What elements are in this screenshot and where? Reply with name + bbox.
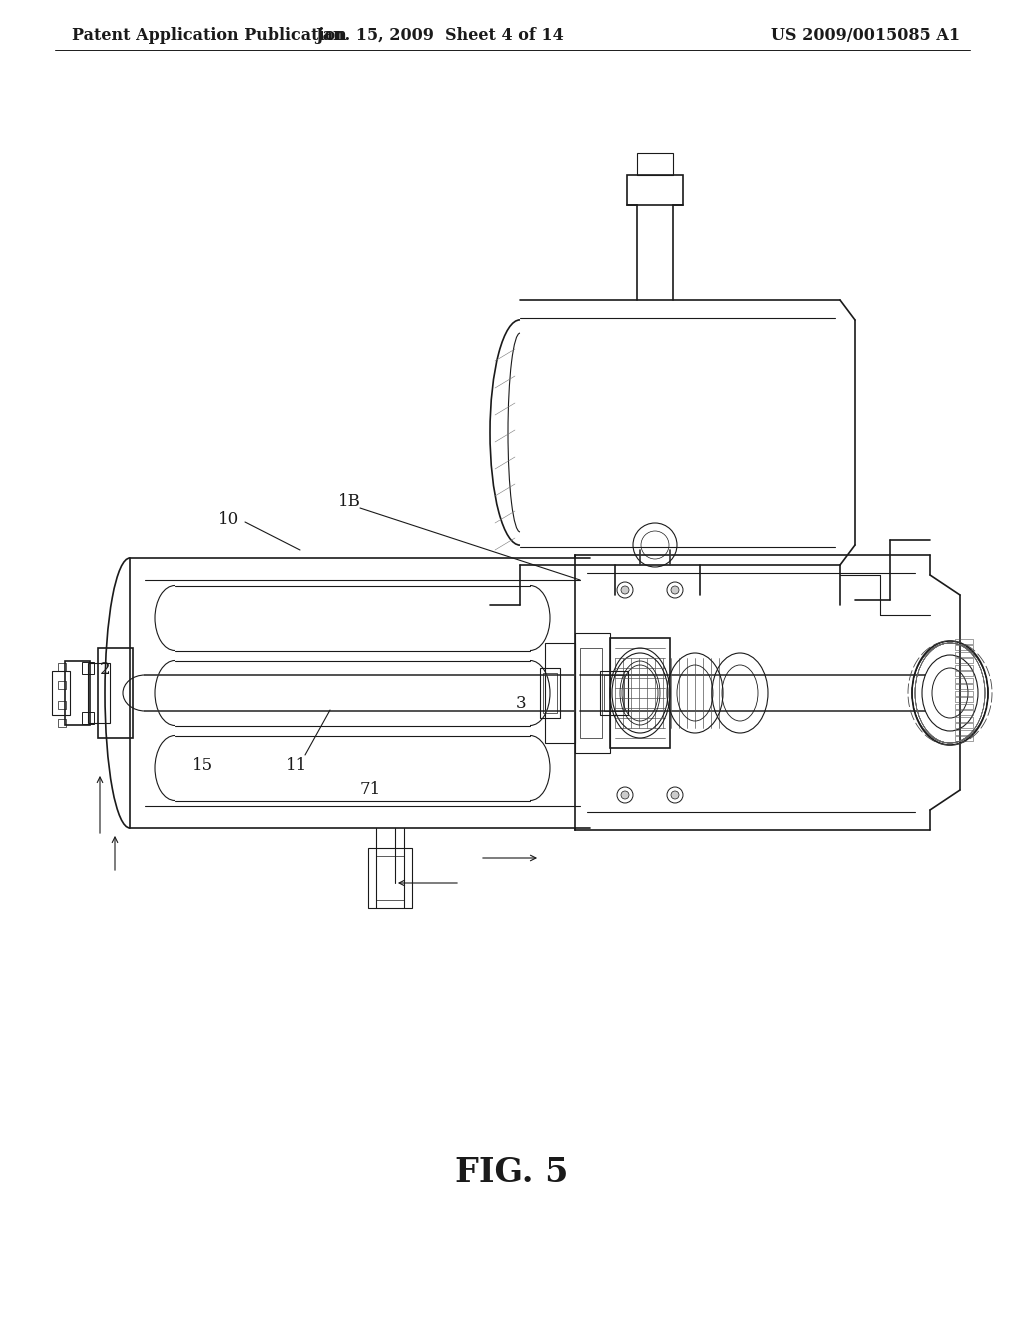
Bar	[82, 663, 94, 675]
Bar	[600, 671, 628, 715]
Text: Jan. 15, 2009  Sheet 4 of 14: Jan. 15, 2009 Sheet 4 of 14	[315, 26, 564, 44]
Bar	[955, 671, 973, 676]
Bar	[955, 645, 973, 649]
Bar	[955, 697, 973, 702]
Bar	[955, 677, 973, 682]
Bar	[545, 643, 575, 743]
Bar	[955, 710, 973, 715]
Bar	[58, 663, 66, 671]
Bar	[543, 673, 557, 713]
Bar	[88, 663, 110, 723]
Bar	[955, 717, 973, 722]
Ellipse shape	[621, 586, 629, 594]
Bar	[376, 855, 404, 900]
Text: Patent Application Publication: Patent Application Publication	[72, 26, 347, 44]
Bar	[955, 664, 973, 669]
Bar	[955, 737, 973, 741]
Text: 10: 10	[218, 511, 240, 528]
Bar	[637, 153, 673, 176]
Bar	[52, 671, 70, 715]
Text: 2: 2	[100, 661, 111, 678]
Bar	[627, 176, 683, 205]
Bar	[540, 668, 560, 718]
Bar	[58, 719, 66, 727]
Bar	[955, 690, 973, 696]
Bar	[580, 648, 602, 738]
Bar	[955, 730, 973, 734]
Text: FIG. 5: FIG. 5	[456, 1155, 568, 1188]
Text: 3: 3	[516, 696, 526, 713]
Bar	[575, 634, 610, 752]
Bar	[98, 648, 133, 738]
Text: 15: 15	[193, 756, 213, 774]
Ellipse shape	[621, 791, 629, 799]
Bar	[58, 701, 66, 709]
Ellipse shape	[671, 791, 679, 799]
Bar	[955, 723, 973, 729]
Bar	[610, 638, 670, 748]
Bar	[82, 711, 94, 723]
Text: 11: 11	[286, 756, 307, 774]
Bar	[955, 652, 973, 656]
Text: 1B: 1B	[338, 494, 360, 511]
Bar	[955, 657, 973, 663]
Ellipse shape	[671, 586, 679, 594]
Bar	[65, 661, 90, 725]
Bar	[955, 639, 973, 644]
Text: 71: 71	[360, 781, 381, 799]
Bar	[955, 684, 973, 689]
Bar	[955, 704, 973, 709]
Bar	[604, 675, 624, 711]
Bar	[368, 847, 412, 908]
Bar	[58, 681, 66, 689]
Text: US 2009/0015085 A1: US 2009/0015085 A1	[771, 26, 961, 44]
